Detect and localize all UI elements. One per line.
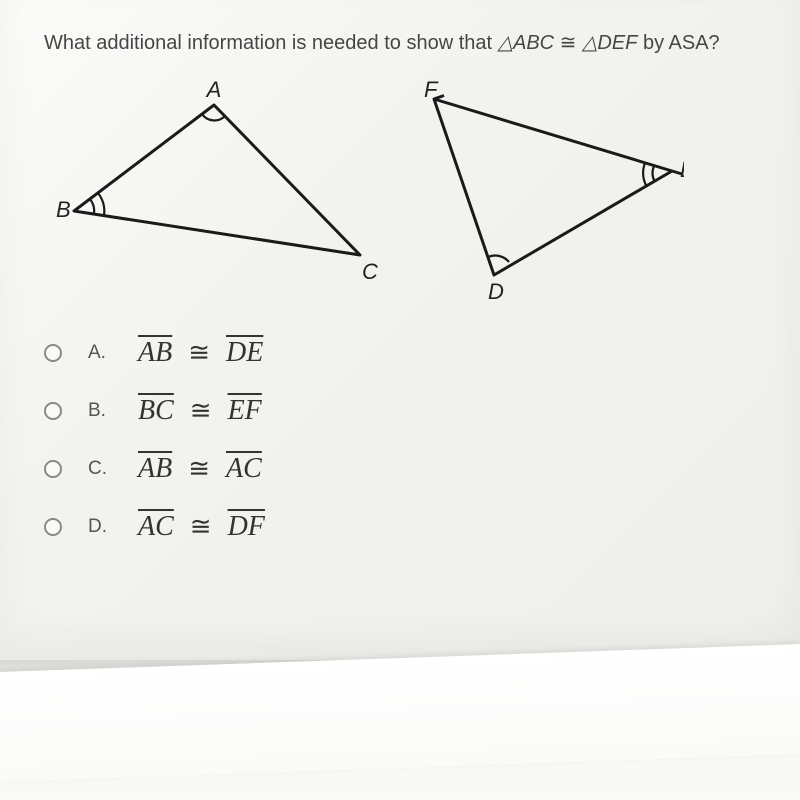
option-b[interactable]: B. BC ≅ EF bbox=[44, 395, 756, 427]
label-C: C bbox=[362, 259, 378, 284]
option-d[interactable]: D. AC ≅ DF bbox=[44, 511, 756, 543]
congruent-icon: ≅ bbox=[190, 512, 212, 542]
congruent-icon: ≅ bbox=[188, 338, 210, 368]
label-D: D bbox=[488, 279, 504, 304]
option-letter: D. bbox=[88, 516, 110, 538]
option-expression: AB ≅ AC bbox=[136, 453, 264, 485]
option-expression: BC ≅ EF bbox=[136, 395, 264, 427]
option-expression: AB ≅ DE bbox=[136, 337, 265, 369]
seg-rhs: DE bbox=[224, 337, 265, 369]
congruent-icon: ≅ bbox=[190, 396, 212, 426]
label-A: A bbox=[205, 81, 222, 102]
radio-c[interactable] bbox=[44, 460, 62, 478]
q-prefix: What additional information is needed to… bbox=[44, 32, 498, 54]
seg-lhs: BC bbox=[136, 395, 176, 427]
option-expression: AC ≅ DF bbox=[136, 511, 267, 543]
answer-options: A. AB ≅ DE B. BC ≅ EF C. AB ≅ AC bbox=[44, 337, 756, 543]
seg-lhs: AB bbox=[136, 337, 174, 369]
label-E: E bbox=[680, 157, 684, 182]
triangle-diagram: A B C F E D bbox=[44, 81, 684, 311]
option-letter: C. bbox=[88, 458, 110, 480]
radio-d[interactable] bbox=[44, 518, 62, 536]
radio-b[interactable] bbox=[44, 402, 62, 420]
q-tri2: △DEF bbox=[582, 32, 637, 54]
question-text: What additional information is needed to… bbox=[44, 30, 756, 55]
seg-rhs: AC bbox=[224, 453, 264, 485]
q-cong: ≅ bbox=[554, 32, 582, 54]
q-tri1: △ABC bbox=[498, 32, 555, 54]
option-letter: A. bbox=[88, 342, 110, 364]
option-a[interactable]: A. AB ≅ DE bbox=[44, 337, 756, 369]
option-letter: B. bbox=[88, 400, 110, 422]
label-B: B bbox=[56, 197, 71, 222]
seg-lhs: AB bbox=[136, 453, 174, 485]
radio-a[interactable] bbox=[44, 344, 62, 362]
congruent-icon: ≅ bbox=[188, 454, 210, 484]
seg-rhs: DF bbox=[226, 511, 267, 543]
q-suffix: by ASA? bbox=[637, 32, 719, 54]
seg-lhs: AC bbox=[136, 511, 176, 543]
question-card: What additional information is needed to… bbox=[0, 0, 800, 660]
seg-rhs: EF bbox=[226, 395, 264, 427]
option-c[interactable]: C. AB ≅ AC bbox=[44, 453, 756, 485]
